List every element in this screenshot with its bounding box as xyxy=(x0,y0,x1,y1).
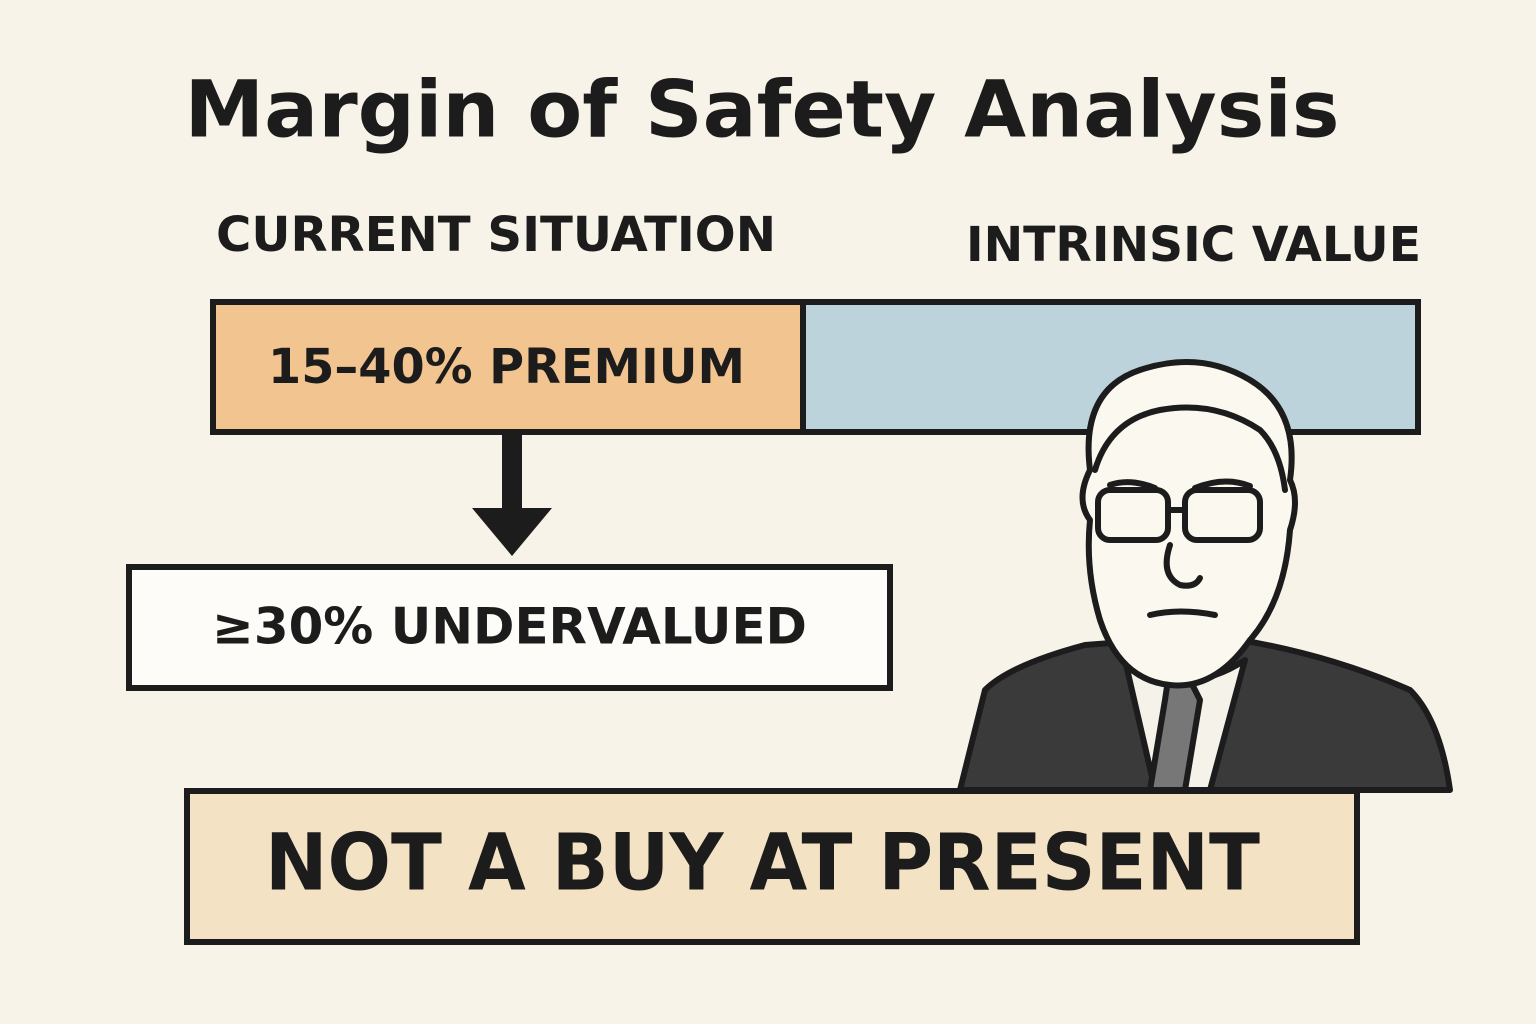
current-label: CURRENT SITUATION xyxy=(216,207,776,263)
requirement-text: ≥30% UNDERVALUED xyxy=(212,598,807,656)
intrinsic-label: INTRINSIC VALUE xyxy=(966,217,1421,273)
verdict-text: NOT A BUY AT PRESENT xyxy=(265,818,1260,908)
premium-bar xyxy=(210,299,806,435)
portrait xyxy=(957,359,1453,793)
verdict-box xyxy=(184,788,1360,945)
requirement-box xyxy=(126,564,893,691)
arrow xyxy=(472,432,552,556)
premium-text: 15–40% PREMIUM xyxy=(268,339,745,395)
title: Margin of Safety Analysis xyxy=(185,65,1340,155)
